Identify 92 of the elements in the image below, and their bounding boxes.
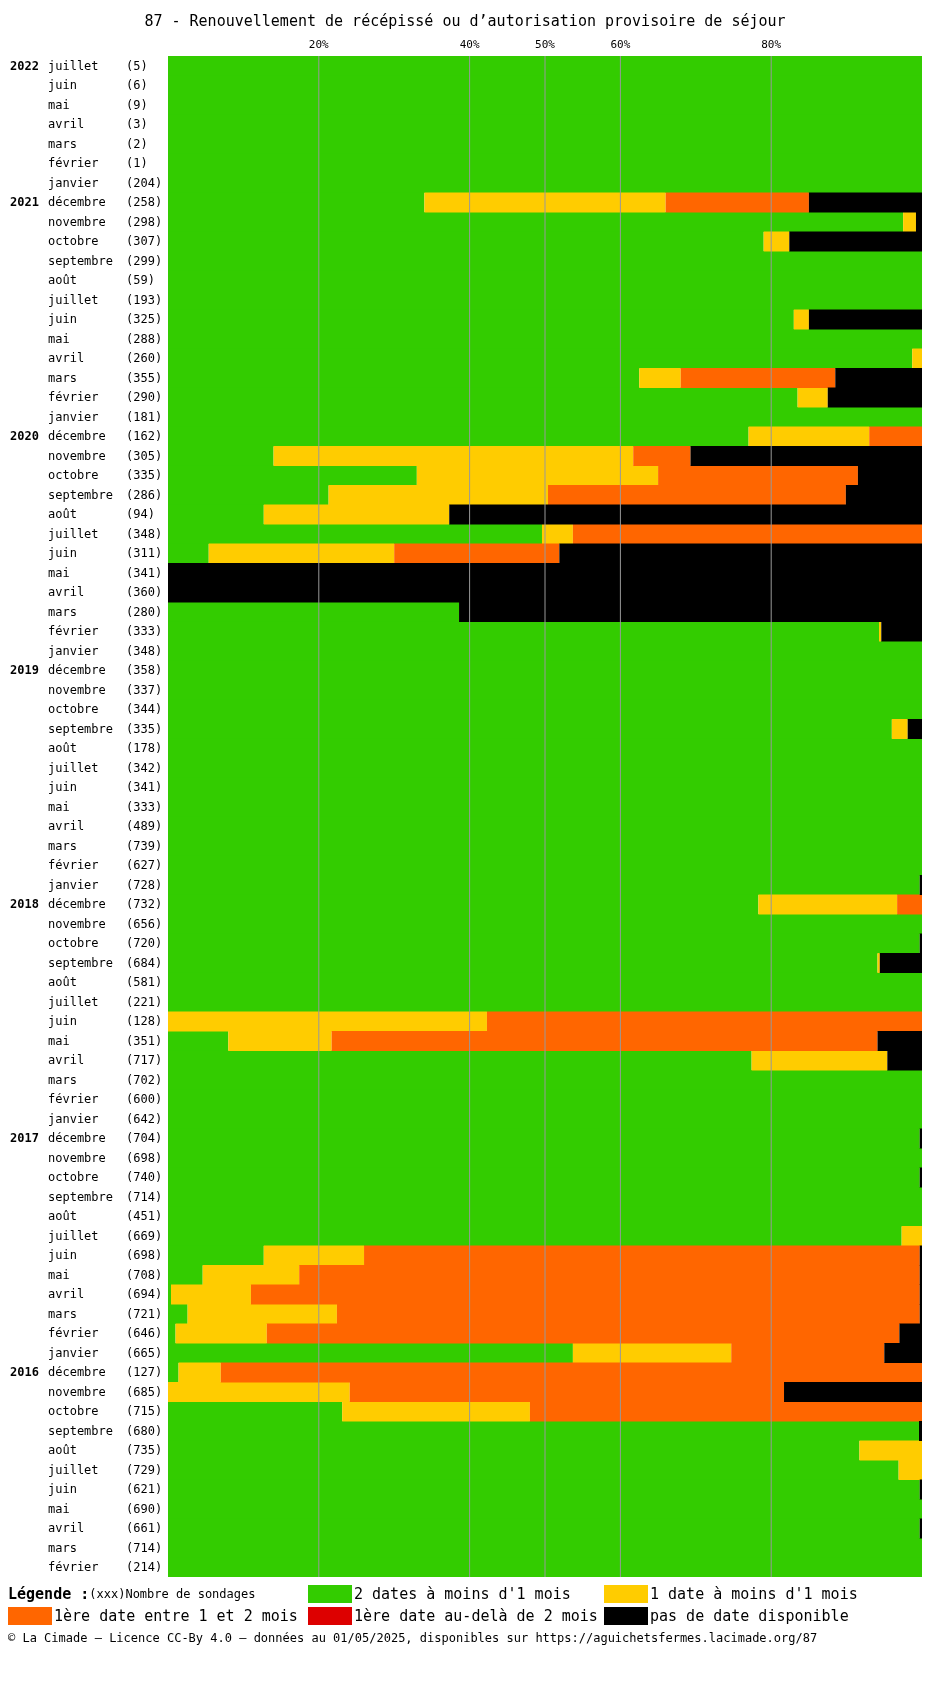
y-tick-label: septembre (335) (48, 721, 163, 736)
category-label: juillet (221) (48, 994, 163, 1009)
category-label: juillet (669) (48, 1228, 163, 1243)
category-label: avril (489) (48, 819, 163, 834)
category-label: mars (721) (48, 1306, 163, 1321)
category-label: 2019 décembre (358) (10, 663, 163, 678)
y-tick-label: septembre (299) (48, 253, 163, 268)
category-label: mai (333) (48, 799, 163, 814)
category-label: juin (621) (48, 1482, 163, 1497)
category-label: février (214) (48, 1560, 163, 1575)
category-label: janvier (665) (48, 1345, 163, 1360)
category-label: avril (3) (48, 117, 148, 132)
category-label: janvier (348) (48, 643, 163, 658)
chart-title: 87 - Renouvellement de récépissé ou d’autorisation provisoire de séjour (143, 11, 787, 32)
legend-label: 1ère date au-delà de 2 mois (354, 1607, 598, 1625)
legend-label: pas de date disponible (650, 1607, 849, 1625)
category-label: octobre (740) (48, 1170, 163, 1185)
category-label: août (178) (48, 741, 163, 756)
category-label: mai (690) (48, 1501, 163, 1516)
category-label: juin (311) (48, 546, 163, 561)
category-label: mai (341) (48, 565, 163, 580)
category-label: février (627) (48, 858, 163, 873)
category-label: mars (280) (48, 604, 163, 619)
category-label: juin (698) (48, 1248, 163, 1263)
category-label: novembre (685) (48, 1384, 163, 1399)
category-label: juin (6) (48, 78, 148, 93)
legend-title: Légende : (8, 1585, 90, 1603)
category-label: mars (355) (48, 370, 163, 385)
category-label: juillet (342) (48, 760, 163, 775)
y-tick-label: septembre (286) (48, 487, 163, 502)
legend-label: 2 dates à moins d'1 mois (354, 1585, 571, 1603)
legend-label: 1ère date entre 1 et 2 mois (54, 1607, 298, 1625)
category-label: 2020 décembre (162) (10, 429, 163, 444)
category-label: février (600) (48, 1092, 163, 1107)
category-label: juillet (193) (48, 292, 163, 307)
category-label: août (581) (48, 975, 163, 990)
category-label: 2017 décembre (704) (10, 1131, 163, 1146)
category-label: 2018 décembre (732) (10, 897, 163, 912)
category-label: avril (717) (48, 1053, 163, 1068)
category-label: avril (694) (48, 1287, 163, 1302)
category-label: novembre (337) (48, 682, 163, 697)
category-label: mai (288) (48, 331, 163, 346)
category-label: mai (708) (48, 1267, 163, 1282)
category-label: août (94) (48, 507, 155, 522)
category-label: mars (739) (48, 838, 163, 853)
category-label: mars (2) (48, 136, 148, 151)
category-label: novembre (305) (48, 448, 163, 463)
category-label: janvier (728) (48, 877, 163, 892)
category-label: juin (325) (48, 312, 163, 327)
category-label: mars (702) (48, 1072, 163, 1087)
x-tick-label: 20% (308, 38, 330, 51)
category-label: janvier (204) (48, 175, 163, 190)
category-label: février (290) (48, 390, 163, 405)
x-tick-label: 60% (610, 38, 631, 51)
category-label: janvier (181) (48, 409, 163, 424)
category-label: novembre (656) (48, 916, 163, 931)
category-label: août (735) (48, 1443, 163, 1458)
category-label: juin (128) (48, 1014, 163, 1029)
category-label: mars (714) (48, 1540, 163, 1555)
category-label: octobre (344) (48, 702, 163, 717)
category-label: novembre (298) (48, 214, 163, 229)
category-label: février (333) (48, 624, 163, 639)
category-label: octobre (720) (48, 936, 163, 951)
category-label: octobre (715) (48, 1404, 163, 1419)
category-label: juin (341) (48, 780, 163, 795)
category-label: juillet (729) (48, 1462, 163, 1477)
category-label: janvier (642) (48, 1111, 163, 1126)
x-tick-label: 50% (535, 38, 556, 51)
y-tick-label: septembre (680) (48, 1423, 163, 1438)
category-label: 2016 décembre (127) (10, 1365, 163, 1380)
category-label: juillet (348) (48, 526, 163, 541)
x-tick-label: 40% (459, 38, 480, 51)
x-tick-label: 80% (761, 38, 782, 51)
text: © La Cimade — Licence CC-By 4.0 — données au 01/05/2025, disponibles sur https://aguichetsfermes.lacimade.org/87 (8, 1631, 819, 1645)
category-label: février (1) (48, 156, 148, 171)
category-label: octobre (335) (48, 468, 163, 483)
y-tick-label: septembre (684) (48, 955, 163, 970)
category-label: 2022 juillet (5) (10, 58, 148, 73)
text: (xxx)Nombre de sondages (89, 1587, 256, 1601)
category-label: octobre (307) (48, 234, 163, 249)
category-label: avril (360) (48, 585, 163, 600)
category-label: novembre (698) (48, 1150, 163, 1165)
legend-label: 1 date à moins d'1 mois (650, 1585, 858, 1603)
y-tick-label: septembre (714) (48, 1189, 163, 1204)
category-label: août (59) (48, 273, 155, 288)
category-label: avril (260) (48, 351, 163, 366)
category-label: février (646) (48, 1326, 163, 1341)
category-label: 2021 décembre (258) (10, 195, 163, 210)
category-label: mai (9) (48, 97, 148, 112)
category-label: mai (351) (48, 1033, 163, 1048)
category-label: avril (661) (48, 1521, 163, 1536)
category-label: août (451) (48, 1209, 163, 1224)
